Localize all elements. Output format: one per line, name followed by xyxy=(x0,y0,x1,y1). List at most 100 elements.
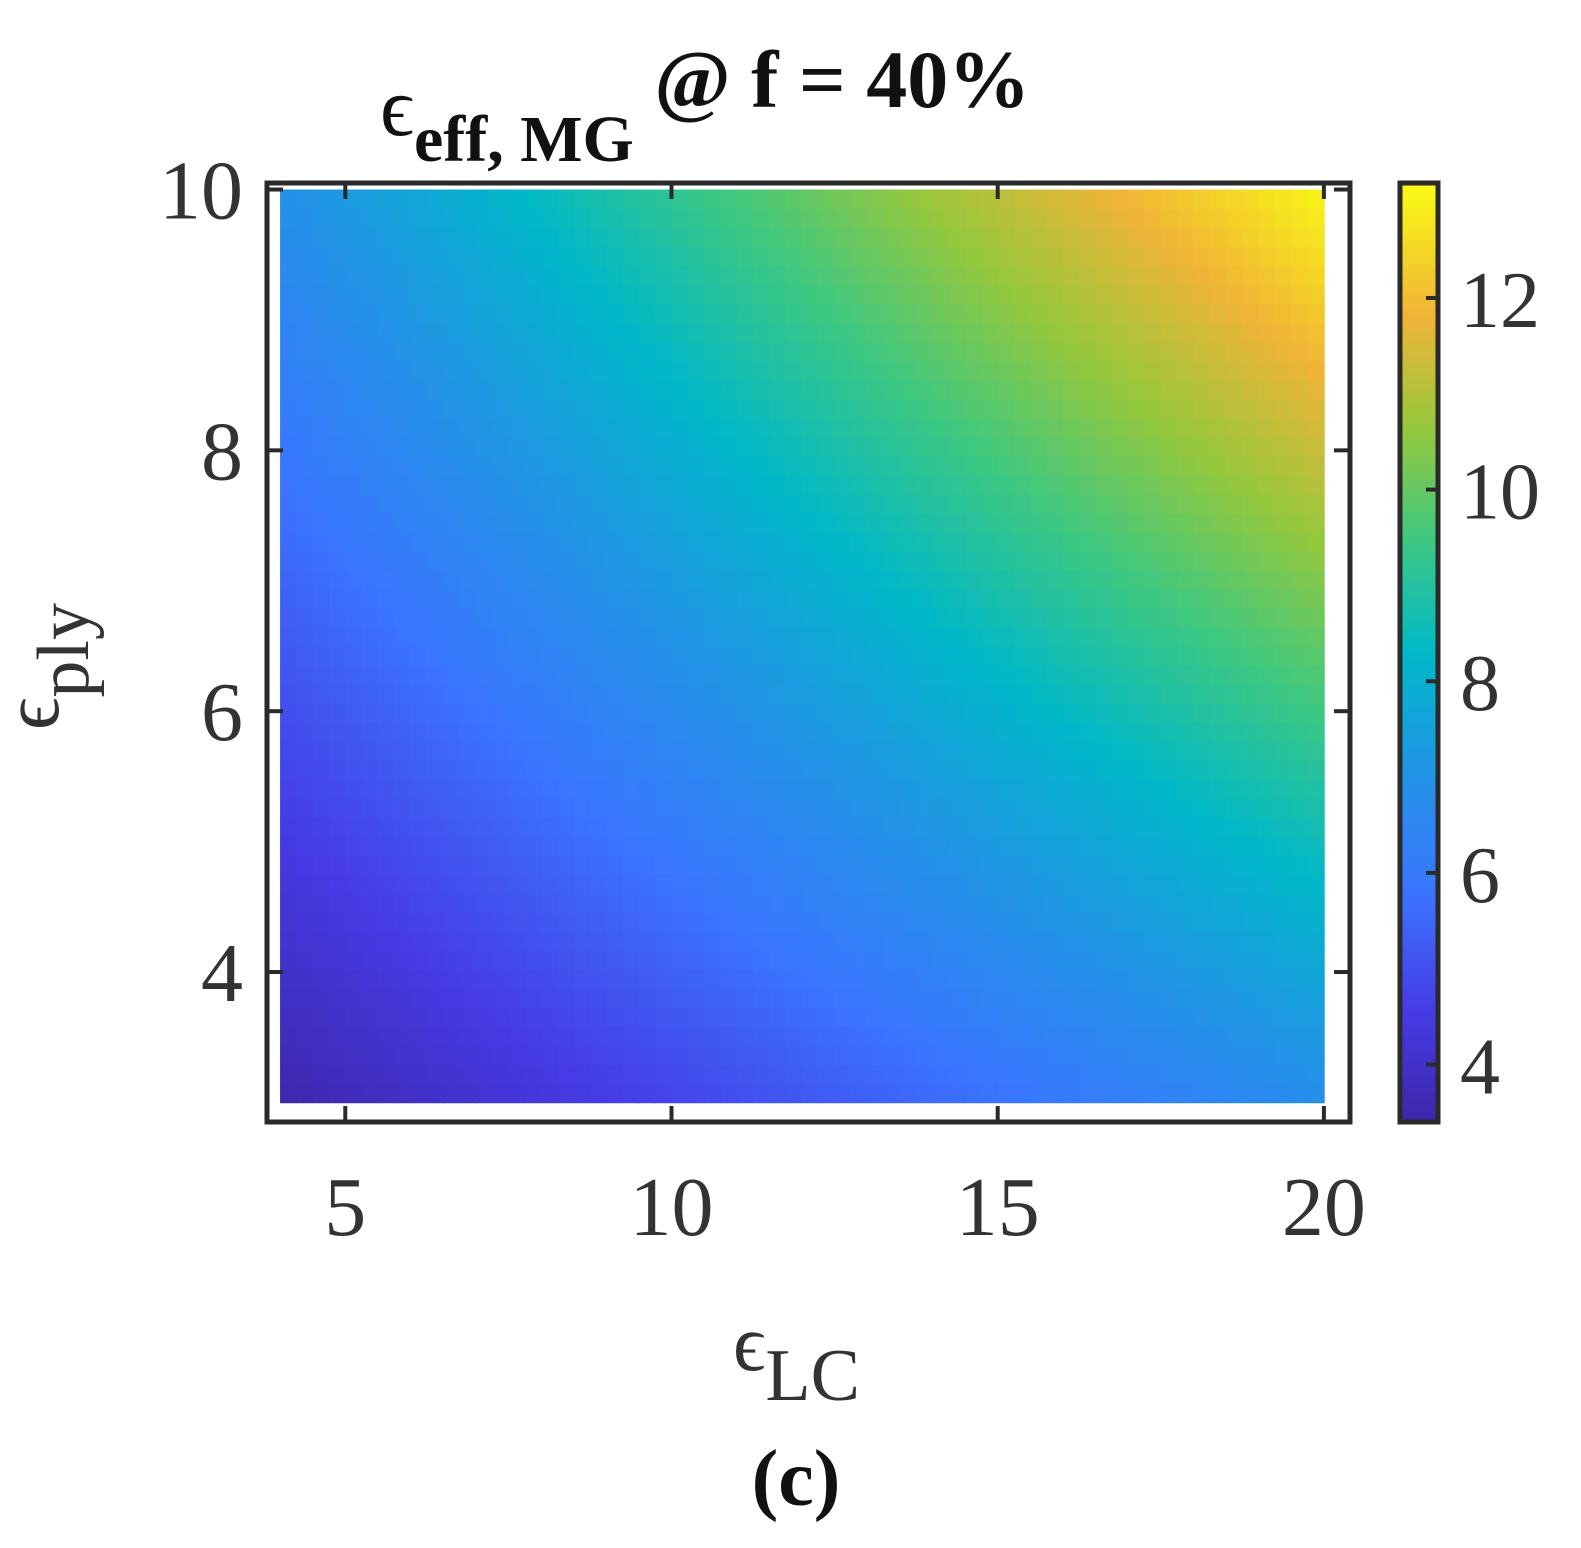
heatmap-cell xyxy=(1242,912,1260,933)
colorbar-segment xyxy=(1400,605,1438,615)
colorbar-segment xyxy=(1400,402,1438,411)
heatmap-cell xyxy=(1177,189,1195,210)
heatmap-cell xyxy=(1226,893,1244,914)
heatmap-cell xyxy=(1291,703,1309,723)
heatmap-cell xyxy=(638,512,656,533)
heatmap-cell xyxy=(312,645,330,666)
heatmap-cell xyxy=(589,474,608,495)
heatmap-cell xyxy=(769,417,787,438)
heatmap-cell xyxy=(1062,950,1081,971)
heatmap-cell xyxy=(932,1083,950,1104)
heatmap-cell xyxy=(785,493,803,514)
heatmap-cell xyxy=(280,379,298,400)
heatmap-cell xyxy=(377,855,396,876)
heatmap-cell xyxy=(1030,893,1048,914)
heatmap-cell xyxy=(361,531,379,552)
heatmap-cell xyxy=(965,741,983,761)
heatmap-cell xyxy=(1307,798,1325,818)
heatmap-cell xyxy=(475,893,493,914)
heatmap-cell xyxy=(1307,1045,1325,1066)
heatmap-cell xyxy=(704,1064,722,1085)
heatmap-cell xyxy=(1144,684,1162,704)
heatmap-cell xyxy=(916,703,934,723)
heatmap-cell xyxy=(736,779,754,799)
colorbar-segment xyxy=(1400,1051,1438,1061)
heatmap-cell xyxy=(1209,893,1227,914)
heatmap-cell xyxy=(541,1064,559,1085)
heatmap-cell xyxy=(1258,645,1276,666)
heatmap-cell xyxy=(1226,1083,1244,1104)
heatmap-cell xyxy=(720,645,738,666)
heatmap-cell xyxy=(753,684,771,704)
colorbar-segment xyxy=(1400,331,1438,341)
heatmap-cell xyxy=(345,588,363,609)
heatmap-cell xyxy=(671,722,689,742)
heatmap-cell xyxy=(1030,588,1048,609)
heatmap-cell xyxy=(981,189,999,210)
heatmap-cell xyxy=(280,303,298,324)
heatmap-cell xyxy=(475,684,493,704)
heatmap-cell xyxy=(394,722,412,742)
heatmap-cell xyxy=(377,703,396,723)
heatmap-cell xyxy=(671,912,689,933)
heatmap-cell xyxy=(753,322,771,343)
colorbar-segment xyxy=(1400,245,1438,255)
heatmap-cell xyxy=(573,855,591,876)
heatmap-cell xyxy=(443,303,461,324)
heatmap-cell xyxy=(801,798,820,818)
heatmap-cell xyxy=(1193,1007,1211,1028)
heatmap-cell xyxy=(1307,303,1325,324)
heatmap-cell xyxy=(769,760,787,780)
heatmap-cell xyxy=(1046,588,1064,609)
heatmap-cell xyxy=(997,379,1015,400)
heatmap-cell xyxy=(867,474,885,495)
heatmap-cell xyxy=(312,684,330,704)
heatmap-cell xyxy=(801,969,820,990)
heatmap-cell xyxy=(704,436,722,457)
heatmap-cell xyxy=(753,474,771,495)
heatmap-cell xyxy=(1209,550,1227,571)
heatmap-cell xyxy=(736,341,754,362)
heatmap-cell xyxy=(638,912,656,933)
heatmap-cell xyxy=(948,760,966,780)
heatmap-cell xyxy=(426,284,444,305)
colorbar-segment xyxy=(1400,840,1438,849)
heatmap-cell xyxy=(589,208,608,229)
colorbar-segment xyxy=(1400,621,1438,630)
heatmap-cell xyxy=(916,779,934,799)
colorbar-segment xyxy=(1400,660,1438,669)
heatmap-cell xyxy=(426,493,444,514)
heatmap-cell xyxy=(394,1007,412,1028)
heatmap-cell xyxy=(475,227,493,248)
heatmap-cell xyxy=(541,455,559,476)
heatmap-cell xyxy=(296,607,314,628)
heatmap-cell xyxy=(948,512,966,533)
colorbar-segment xyxy=(1400,910,1438,920)
heatmap-cell xyxy=(443,912,461,933)
heatmap-cell xyxy=(508,208,526,229)
heatmap-cell xyxy=(1079,798,1097,818)
heatmap-cell xyxy=(916,189,934,210)
heatmap-cell xyxy=(769,855,787,876)
heatmap-cell xyxy=(638,588,656,609)
heatmap-cell xyxy=(948,1064,966,1085)
heatmap-cell xyxy=(687,1007,705,1028)
heatmap-cell xyxy=(671,950,689,971)
heatmap-cell xyxy=(867,303,885,324)
heatmap-cell xyxy=(459,874,477,895)
heatmap-cell xyxy=(1307,398,1325,419)
heatmap-cell xyxy=(704,265,722,286)
heatmap-cell xyxy=(704,1083,722,1104)
heatmap-cell xyxy=(867,703,885,723)
heatmap-cell xyxy=(1046,645,1064,666)
heatmap-cell xyxy=(459,1026,477,1047)
heatmap-cell xyxy=(932,493,950,514)
heatmap-cell xyxy=(801,988,820,1009)
heatmap-cell xyxy=(1014,588,1032,609)
heatmap-cells xyxy=(280,189,1325,1104)
heatmap-cell xyxy=(801,741,820,761)
heatmap-cell xyxy=(443,722,461,742)
heatmap-cell xyxy=(1095,950,1113,971)
heatmap-cell xyxy=(981,836,999,856)
colorbar-segment xyxy=(1400,362,1438,372)
